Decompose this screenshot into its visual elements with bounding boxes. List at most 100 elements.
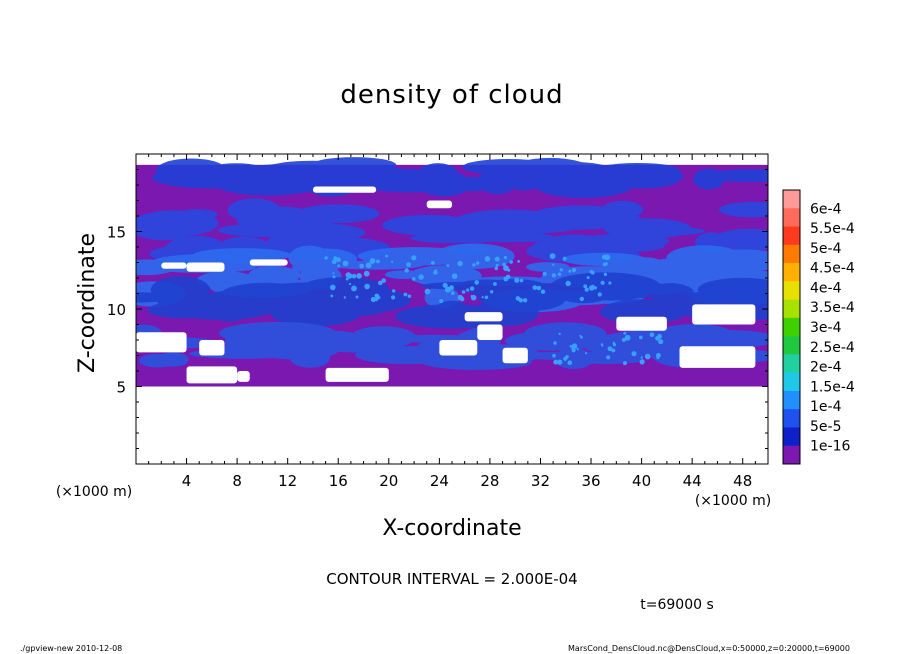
density-patch xyxy=(224,329,265,354)
density-speckle xyxy=(475,261,480,265)
colorbar-swatch xyxy=(783,354,800,373)
colorbar-label: 6e-4 xyxy=(810,201,842,217)
density-patch xyxy=(311,157,397,173)
density-speckle xyxy=(586,276,590,280)
colorbar-label: 4e-4 xyxy=(810,280,842,296)
density-speckle xyxy=(656,353,661,358)
density-patch xyxy=(497,285,567,311)
density-speckle xyxy=(439,299,444,304)
density-speckle xyxy=(424,288,431,295)
density-speckle xyxy=(593,286,598,290)
density-speckle xyxy=(565,355,569,359)
colorbar-labels: 6e-4 5.5e-4 5e-4 4.5e-4 4e-4 3.5e-4 3e-4 2.5e-4… xyxy=(810,201,855,454)
no-cloud-gap xyxy=(199,340,225,356)
density-speckle xyxy=(378,280,383,286)
colorbar-swatch xyxy=(783,445,800,465)
density-speckle xyxy=(567,360,573,366)
density-speckle xyxy=(449,285,454,291)
density-speckle xyxy=(589,285,595,291)
colorbar-label: 1e-16 xyxy=(810,439,850,455)
density-speckle xyxy=(330,294,334,298)
density-speckle xyxy=(351,285,357,292)
density-speckle xyxy=(348,282,352,286)
density-speckle xyxy=(430,261,435,265)
no-cloud-gap xyxy=(237,371,250,382)
x-tick-label: 40 xyxy=(632,472,651,490)
density-speckle xyxy=(552,353,556,358)
density-speckle xyxy=(484,256,491,262)
density-speckle xyxy=(553,341,557,345)
density-speckle xyxy=(542,271,547,276)
density-speckle xyxy=(343,296,346,299)
density-speckle xyxy=(557,272,562,277)
density-speckle xyxy=(418,274,424,280)
density-patch xyxy=(266,295,351,312)
density-speckle xyxy=(562,256,567,261)
colorbar-swatch xyxy=(783,190,800,209)
colorbar-swatch xyxy=(783,409,800,428)
density-speckle xyxy=(518,298,523,303)
no-cloud-gap xyxy=(439,340,478,356)
density-speckle xyxy=(601,344,604,347)
colorbar-swatch xyxy=(783,226,800,246)
colorbar-swatch xyxy=(783,317,800,337)
no-cloud-gap xyxy=(679,346,756,368)
density-speckle xyxy=(576,348,579,351)
density-speckle xyxy=(469,286,475,291)
density-speckle xyxy=(585,352,588,355)
density-speckle xyxy=(509,260,513,264)
density-speckle xyxy=(565,280,571,287)
density-speckle xyxy=(612,341,615,345)
density-speckle xyxy=(569,345,573,348)
density-patch xyxy=(136,210,219,237)
colorbar-label: 2.5e-4 xyxy=(810,340,855,356)
colorbar-label: 4.5e-4 xyxy=(810,261,855,277)
density-band xyxy=(152,157,768,199)
density-speckle xyxy=(461,290,466,294)
density-patch xyxy=(306,330,364,351)
density-patch xyxy=(693,168,725,190)
x-unit-left: (×1000 m) xyxy=(56,484,132,500)
density-speckle xyxy=(446,264,450,267)
x-tick-label: 28 xyxy=(480,472,499,490)
x-tick-label: 20 xyxy=(379,472,398,490)
density-speckle xyxy=(624,334,631,341)
density-speckle xyxy=(649,332,655,338)
x-tick-label: 8 xyxy=(232,472,242,490)
density-patch xyxy=(152,166,270,189)
density-speckle xyxy=(639,335,643,340)
no-cloud-gap xyxy=(161,262,187,269)
density-speckle xyxy=(364,283,370,290)
density-speckle xyxy=(481,296,484,299)
y-tick-label: 10 xyxy=(107,301,126,319)
density-speckle xyxy=(559,268,563,272)
density-speckle xyxy=(365,262,372,269)
no-cloud-gap xyxy=(249,259,288,266)
colorbar-swatch xyxy=(783,208,800,227)
colorbar-swatch xyxy=(783,244,800,264)
density-speckle xyxy=(493,282,497,286)
density-speckle xyxy=(406,262,411,267)
density-speckle xyxy=(363,270,370,277)
density-speckle xyxy=(407,294,412,298)
density-patch xyxy=(288,245,332,271)
x-tick-label: 44 xyxy=(683,472,702,490)
no-cloud-gap xyxy=(186,366,238,384)
density-patch xyxy=(357,247,475,266)
x-axis-label: X-coordinate xyxy=(382,516,521,541)
density-speckle xyxy=(450,291,455,295)
colorbar-label: 5.5e-4 xyxy=(810,221,855,237)
plot-area xyxy=(136,154,768,464)
colorbar-swatch xyxy=(783,336,800,355)
density-speckle xyxy=(579,296,584,302)
density-speckle xyxy=(324,256,328,260)
x-tick-label: 16 xyxy=(329,472,348,490)
density-speckle xyxy=(583,284,588,289)
colorbar-label: 3.5e-4 xyxy=(810,300,855,316)
no-cloud-gap xyxy=(325,367,389,382)
density-speckle xyxy=(494,256,500,262)
chart-title: density of cloud xyxy=(340,80,563,110)
density-speckle xyxy=(553,359,559,365)
density-patch xyxy=(528,205,633,230)
density-speckle xyxy=(391,260,394,263)
